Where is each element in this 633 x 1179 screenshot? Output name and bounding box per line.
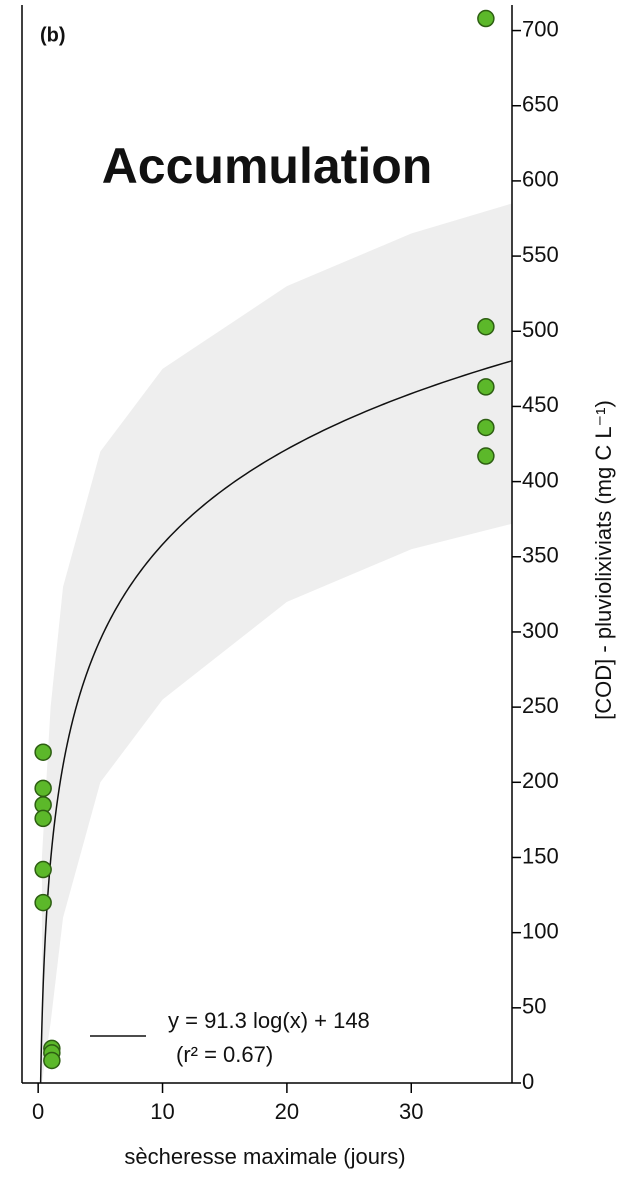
y-tick-label: 150: [522, 843, 559, 868]
x-axis-label: sècheresse maximale (jours): [124, 1144, 405, 1169]
x-tick-label: 10: [150, 1099, 174, 1124]
data-point: [34, 893, 52, 912]
x-tick-label: 30: [399, 1099, 423, 1124]
chart-title: Accumulation: [102, 138, 433, 194]
legend-r2: (r² = 0.67): [176, 1042, 273, 1067]
data-point: [34, 779, 52, 798]
y-tick-label: 50: [522, 994, 546, 1019]
fit-curve: [39, 360, 513, 1084]
y-tick-label: 550: [522, 242, 559, 267]
y-tick-label: 450: [522, 392, 559, 417]
y-tick-label: 350: [522, 543, 559, 568]
confidence-band: [41, 203, 513, 1083]
data-point: [34, 809, 52, 828]
y-tick-label: 250: [522, 693, 559, 718]
y-tick-label: 300: [522, 618, 559, 643]
y-tick-label: 0: [522, 1069, 534, 1094]
y-tick-label: 600: [522, 167, 559, 192]
data-point: [34, 743, 52, 761]
y-axis-label: [COD] - pluviolixiviats (mg C L⁻¹): [591, 400, 616, 720]
panel-label: (b): [40, 24, 66, 46]
data-point: [477, 418, 495, 437]
data-point: [477, 378, 495, 396]
legend-equation: y = 91.3 log(x) + 148: [168, 1008, 370, 1033]
y-tick-label: 100: [522, 918, 559, 943]
y-tick-label: 700: [522, 16, 559, 41]
data-point: [34, 860, 52, 879]
data-point: [477, 317, 495, 336]
y-tick-label: 500: [522, 317, 559, 342]
data-point: [477, 447, 495, 465]
y-tick-label: 200: [522, 768, 559, 793]
x-tick-label: 20: [275, 1099, 299, 1124]
x-tick-label: 0: [32, 1099, 44, 1124]
y-tick-label: 400: [522, 467, 559, 492]
data-point: [43, 1051, 61, 1070]
y-tick-label: 650: [522, 92, 559, 117]
data-point: [477, 9, 495, 28]
